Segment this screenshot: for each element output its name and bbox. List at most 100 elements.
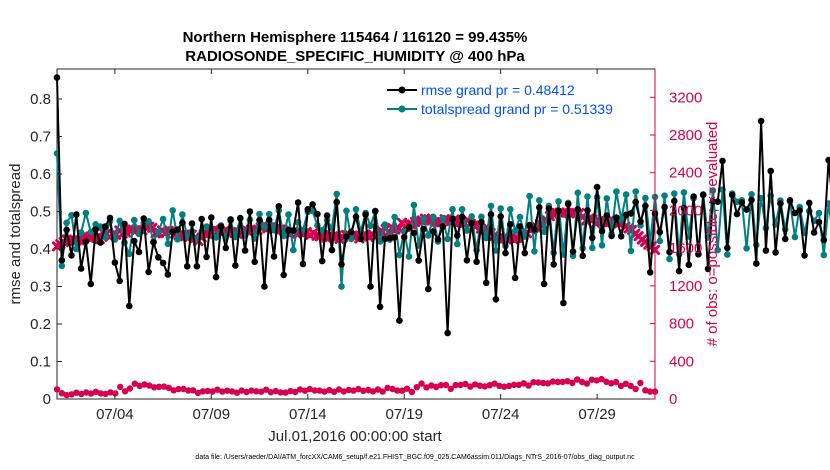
obs-possible-point bbox=[540, 379, 547, 387]
x-tick-label: 07/14 bbox=[289, 406, 327, 423]
rmse-point bbox=[169, 228, 176, 236]
totalspread-point bbox=[589, 244, 596, 252]
totalspread-point bbox=[613, 188, 620, 195]
rmse-point bbox=[569, 248, 577, 255]
totalspread-point bbox=[179, 211, 186, 218]
totalspread-point bbox=[425, 232, 432, 239]
obs-possible-point bbox=[121, 388, 129, 395]
totalspread-point bbox=[463, 227, 471, 234]
rmse-point bbox=[87, 280, 95, 288]
rmse-point bbox=[140, 215, 148, 222]
obs-possible-point bbox=[559, 378, 566, 386]
rmse-point bbox=[217, 223, 225, 230]
obs-possible-point bbox=[224, 387, 231, 394]
totalspread-point bbox=[724, 251, 731, 258]
rmse-point bbox=[564, 200, 572, 208]
totalspread-point bbox=[338, 283, 345, 290]
rmse-point bbox=[699, 191, 707, 198]
obs-possible-point bbox=[112, 390, 119, 397]
rmse-point bbox=[232, 262, 239, 269]
obs-possible-point bbox=[622, 380, 629, 387]
rmse-point bbox=[482, 279, 490, 287]
rmse-point bbox=[685, 261, 693, 269]
rmse-point bbox=[463, 257, 471, 264]
totalspread-point bbox=[367, 222, 374, 230]
totalspread-point bbox=[454, 240, 461, 248]
totalspread-point bbox=[487, 202, 495, 210]
totalspread-point bbox=[820, 251, 828, 259]
obs-possible-point bbox=[292, 388, 299, 396]
totalspread-point bbox=[439, 215, 447, 222]
totalspread-point bbox=[492, 247, 500, 254]
rmse-point bbox=[458, 213, 466, 221]
totalspread-point bbox=[584, 193, 591, 200]
totalspread-point bbox=[63, 219, 70, 227]
obs-possible-point bbox=[277, 389, 284, 396]
rmse-point bbox=[762, 247, 770, 254]
chart-marks bbox=[51, 74, 830, 399]
obs-possible-point bbox=[306, 385, 313, 393]
rmse-point bbox=[241, 247, 249, 254]
rmse-point bbox=[709, 198, 717, 205]
rmse-point bbox=[690, 193, 697, 200]
rmse-point bbox=[728, 191, 736, 199]
y-tick-label: 0 bbox=[43, 391, 51, 408]
totalspread-point bbox=[145, 218, 152, 225]
rmse-point bbox=[53, 74, 61, 81]
rmse-point bbox=[193, 263, 201, 270]
obs-possible-point bbox=[102, 390, 109, 398]
totalspread-point bbox=[381, 221, 389, 228]
rmse-point bbox=[299, 260, 307, 268]
obs-possible-point bbox=[369, 388, 377, 395]
y-right-tick-label: 3200 bbox=[669, 89, 702, 106]
rmse-point bbox=[318, 257, 326, 265]
obs-possible-point bbox=[160, 383, 168, 390]
rmse-point bbox=[164, 271, 172, 278]
obs-possible-point bbox=[510, 381, 518, 388]
totalspread-point bbox=[429, 213, 437, 221]
obs-possible-point bbox=[476, 382, 484, 389]
obs-possible-point bbox=[68, 391, 75, 398]
rmse-point bbox=[738, 199, 746, 206]
rmse-point bbox=[531, 226, 538, 233]
rmse-point bbox=[145, 268, 152, 276]
obs-possible-point bbox=[296, 386, 304, 393]
y-tick-label: 0.1 bbox=[30, 354, 51, 371]
obs-possible-point bbox=[165, 384, 172, 392]
obs-possible-point bbox=[403, 385, 411, 392]
obs-possible-point bbox=[219, 388, 226, 395]
totalspread-point bbox=[174, 236, 181, 243]
totalspread-point bbox=[410, 201, 418, 209]
obs-possible-point bbox=[335, 386, 343, 393]
rmse-point bbox=[632, 198, 639, 206]
rmse-point bbox=[405, 223, 413, 231]
obs-possible-point bbox=[612, 378, 620, 386]
obs-possible-point bbox=[326, 386, 333, 394]
obs-possible-point bbox=[243, 388, 250, 396]
obs-possible-point bbox=[330, 388, 338, 395]
totalspread-point bbox=[482, 234, 490, 242]
rmse-point bbox=[454, 232, 461, 239]
obs-possible-point bbox=[131, 380, 138, 387]
rmse-point bbox=[126, 302, 133, 310]
rmse-point bbox=[101, 223, 109, 230]
rmse-point bbox=[704, 265, 712, 273]
rmse-point bbox=[478, 218, 485, 226]
totalspread-point bbox=[444, 235, 451, 243]
rmse-point bbox=[796, 207, 803, 214]
rmse-point bbox=[492, 296, 500, 303]
x-axis-label: Jul.01,2016 00:00:00 start bbox=[268, 428, 442, 445]
obs-possible-point bbox=[73, 389, 80, 396]
x-tick-label: 07/29 bbox=[578, 406, 616, 423]
y-right-tick-label: 800 bbox=[669, 316, 694, 333]
obs-possible-point bbox=[593, 377, 600, 384]
rmse-point bbox=[352, 213, 360, 221]
rmse-point bbox=[646, 269, 654, 276]
obs-possible-point bbox=[199, 388, 207, 395]
rmse-point bbox=[642, 202, 649, 210]
legend: rmse grand pr = 0.48412 totalspread gran… bbox=[387, 82, 613, 117]
obs-possible-point bbox=[316, 387, 323, 394]
obs-possible-point bbox=[97, 390, 105, 397]
rmse-point bbox=[511, 274, 519, 282]
totalspread-point bbox=[82, 209, 90, 217]
